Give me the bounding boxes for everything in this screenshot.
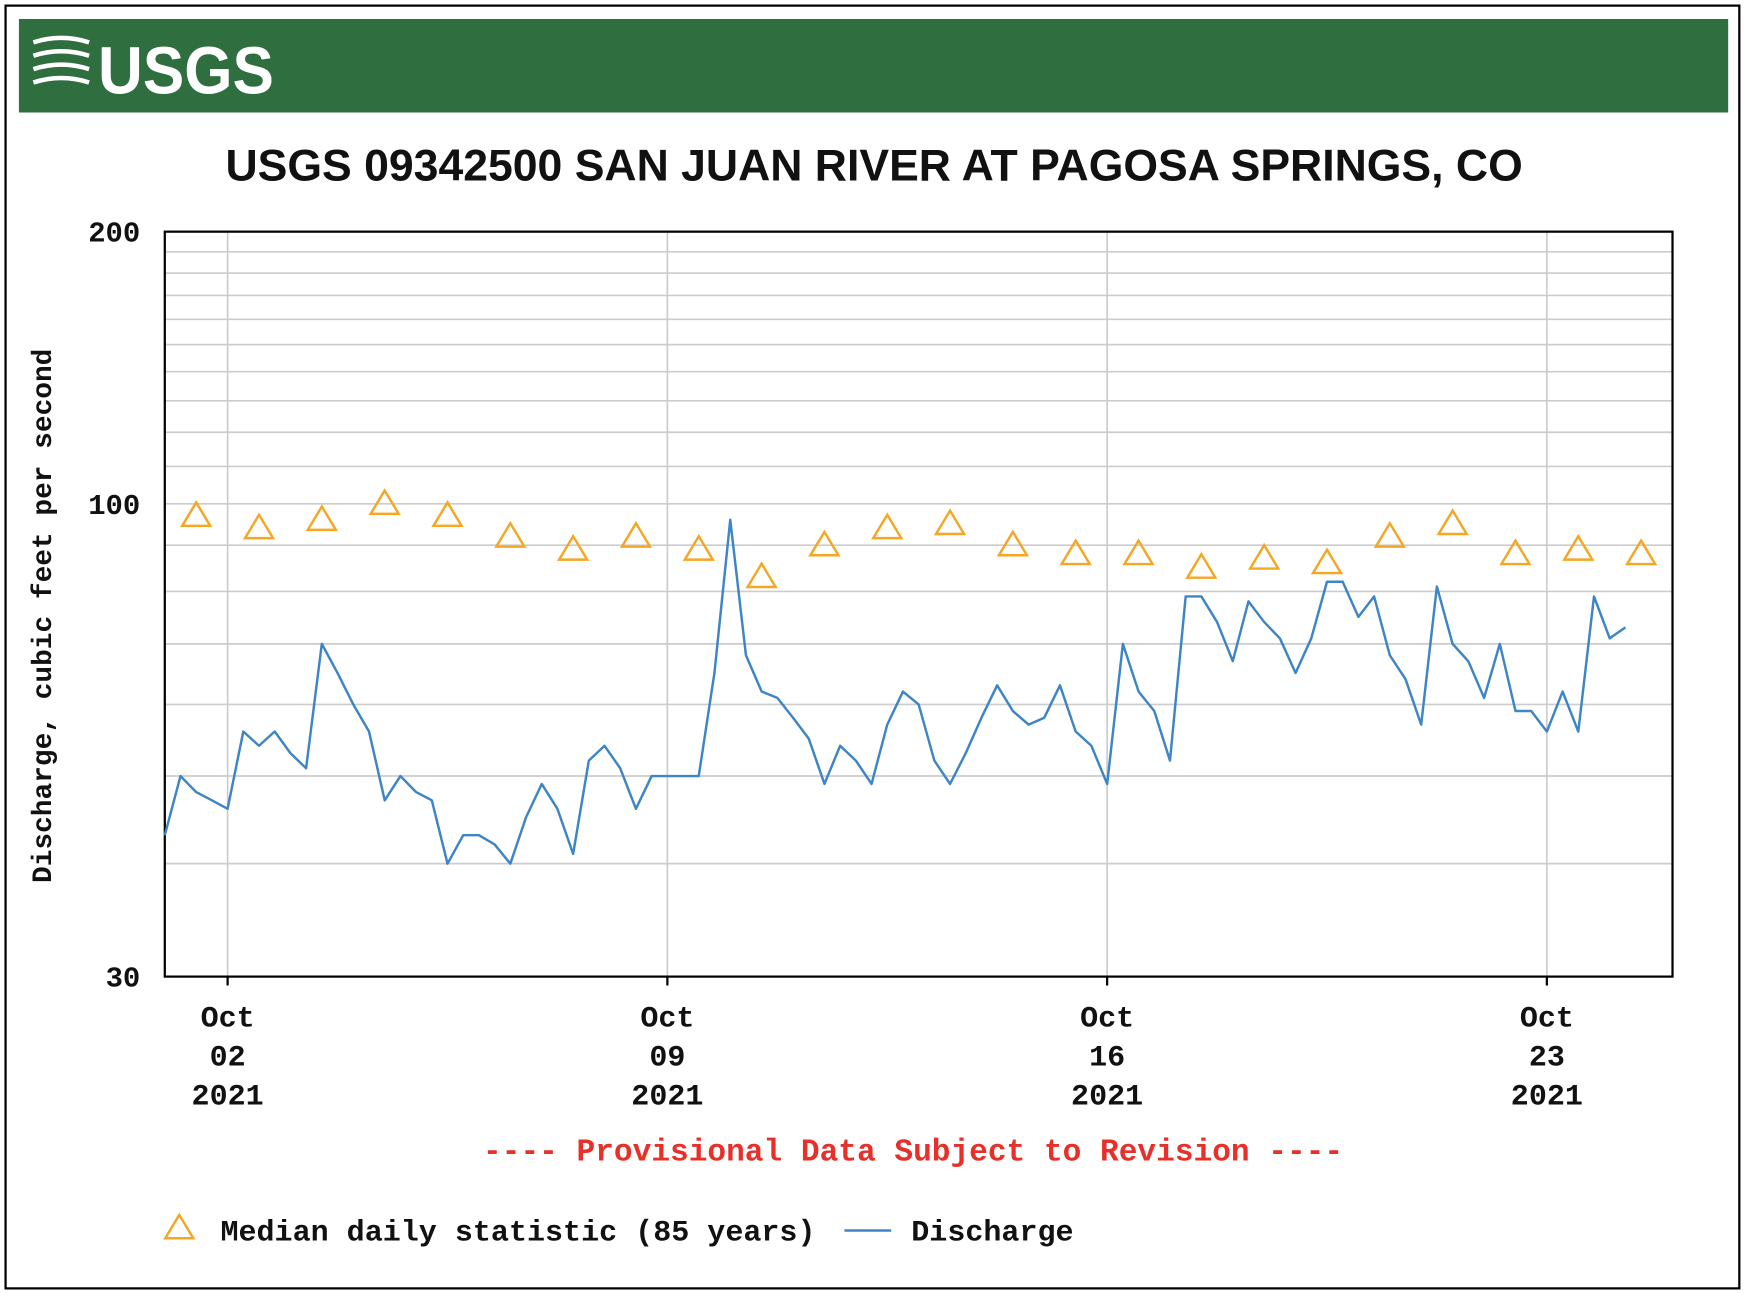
logo-waves — [32, 35, 90, 85]
x-tick-label: 09 — [649, 1042, 685, 1076]
median-marker — [996, 529, 1030, 557]
median-marker — [431, 500, 464, 528]
median-marker — [1562, 533, 1595, 561]
median-marker — [933, 508, 967, 536]
x-tick-label: Oct — [201, 1003, 255, 1037]
median-marker — [1059, 538, 1092, 566]
x-tick-label: 2021 — [1511, 1081, 1583, 1115]
x-tick-label: Oct — [1080, 1003, 1134, 1037]
median-marker — [1247, 542, 1281, 570]
plot-border — [163, 230, 1674, 978]
x-tick-label: 2021 — [1071, 1081, 1143, 1115]
logo: USGS — [98, 35, 274, 109]
median-marker — [1185, 551, 1218, 579]
median-marker — [1122, 538, 1155, 566]
y-tick-label: 100 — [88, 490, 140, 523]
median-marker — [1499, 538, 1532, 566]
x-tick-label: 23 — [1529, 1042, 1565, 1076]
x-tick-label: 02 — [210, 1042, 246, 1076]
median-marker — [1310, 547, 1344, 575]
frame — [4, 4, 1741, 1290]
header-bar — [18, 18, 1729, 113]
y-axis-label: Discharge, cubic feet per second — [29, 349, 60, 883]
x-tick-label: Oct — [1520, 1003, 1574, 1037]
median-marker — [619, 520, 653, 548]
median-marker — [1436, 508, 1469, 536]
median-marker — [305, 504, 339, 532]
provisional-note: ---- Provisional Data Subject to Revisio… — [483, 1135, 1343, 1170]
x-tick-label: 2021 — [192, 1081, 264, 1115]
y-tick-label: 30 — [106, 963, 141, 996]
median-marker — [494, 520, 527, 548]
discharge-line — [163, 518, 1627, 865]
median-marker — [1373, 520, 1406, 548]
median-marker — [180, 500, 213, 528]
legend-label: Discharge — [911, 1217, 1073, 1251]
median-marker — [682, 533, 715, 561]
x-tick-label: 2021 — [631, 1081, 703, 1115]
median-marker — [808, 529, 841, 557]
median-marker — [745, 561, 778, 589]
x-tick-label: 16 — [1089, 1042, 1125, 1076]
median-marker — [368, 488, 401, 516]
legend-marker — [163, 1212, 196, 1240]
median-marker — [242, 512, 276, 540]
median-marker — [871, 512, 904, 540]
chart-title: USGS 09342500 SAN JUAN RIVER AT PAGOSA S… — [225, 141, 1522, 190]
median-marker — [1624, 538, 1658, 566]
legend-label: Median daily statistic (85 years) — [220, 1217, 815, 1251]
y-tick-label: 200 — [88, 218, 140, 251]
median-marker — [556, 533, 590, 561]
x-tick-label: Oct — [640, 1003, 694, 1037]
